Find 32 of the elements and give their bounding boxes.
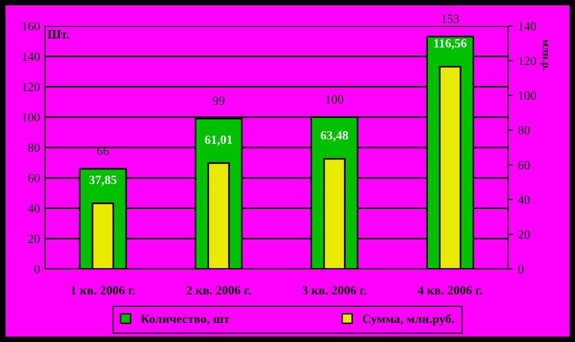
- data-label: 153: [442, 14, 460, 23]
- y2-tick-label: 40: [518, 196, 530, 204]
- y-tick-label: 40: [28, 204, 40, 213]
- y-tick-label: 0: [34, 265, 40, 274]
- y-axis-title: Шт.: [48, 30, 69, 38]
- data-label: 37,85: [89, 176, 116, 186]
- legend-label: Количество, шт: [140, 314, 230, 325]
- y2-tick-label: 120: [518, 56, 536, 66]
- y-tick-label: 120: [22, 82, 40, 92]
- y-tick-label: 60: [28, 174, 40, 182]
- y2-tick-label: 140: [518, 22, 536, 30]
- y-tick-label: 140: [22, 52, 40, 61]
- y-tick-label: 100: [22, 113, 40, 122]
- x-tick-label: 1 кв. 2006 г.: [71, 286, 135, 295]
- data-label: 63,48: [320, 131, 348, 142]
- data-label: 100: [326, 95, 344, 104]
- y2-tick-label: 100: [518, 91, 536, 100]
- x-tick-label: 2 кв. 2006 г.: [186, 286, 251, 295]
- y-tick-label: 20: [28, 234, 40, 244]
- data-label: 116,56: [434, 39, 467, 50]
- y2-tick-label: 0: [518, 265, 524, 274]
- y2-tick-label: 80: [518, 126, 530, 135]
- data-label: 61,01: [204, 135, 232, 146]
- legend-label: Сумма, млн.руб.: [362, 314, 454, 326]
- y2-axis-title: млн.р.: [540, 39, 548, 71]
- x-tick-label: 3 кв. 2006 г.: [302, 286, 366, 295]
- y2-tick-label: 20: [518, 230, 530, 239]
- x-tick-label: 4 кв. 2006 г.: [418, 286, 482, 295]
- y-tick-label: 80: [28, 144, 40, 152]
- y2-tick-label: 60: [518, 160, 530, 170]
- data-label: 99: [212, 96, 224, 105]
- y-tick-label: 160: [22, 22, 40, 30]
